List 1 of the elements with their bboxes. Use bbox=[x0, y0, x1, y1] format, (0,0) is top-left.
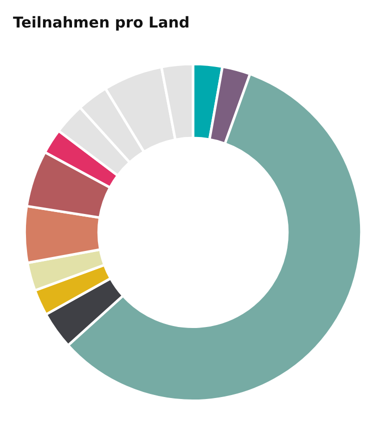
chart-title: Teilnahmen pro Land bbox=[13, 14, 190, 32]
